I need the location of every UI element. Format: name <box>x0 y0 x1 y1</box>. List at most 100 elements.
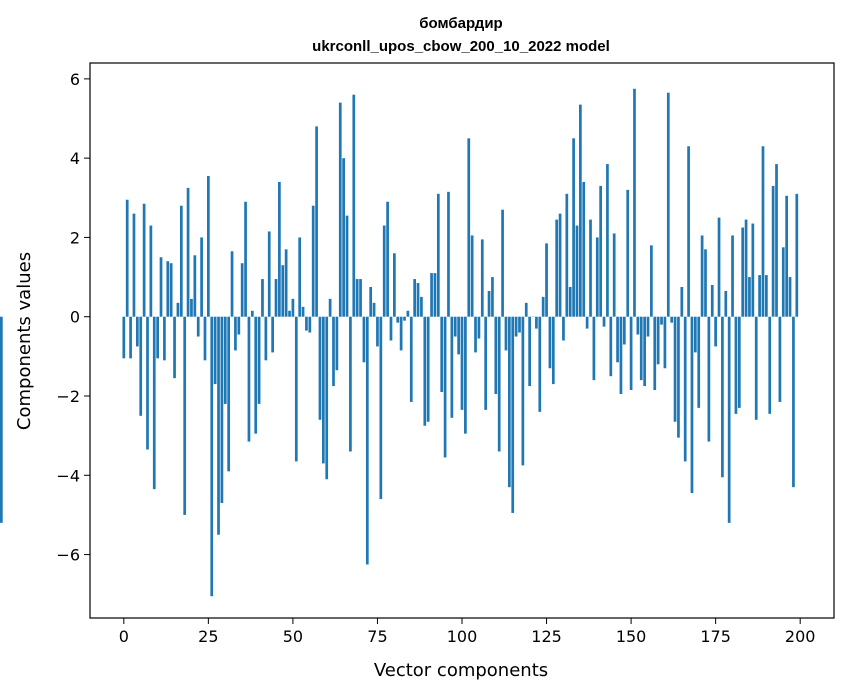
bar <box>470 235 474 317</box>
bar <box>792 316 795 488</box>
bar <box>149 225 153 317</box>
bar <box>494 316 498 395</box>
bar <box>271 316 274 353</box>
bar <box>565 193 569 317</box>
bar <box>487 290 491 317</box>
bar <box>230 251 234 317</box>
bar <box>795 193 799 317</box>
x-tick-label: 200 <box>785 627 816 646</box>
bar <box>579 104 582 317</box>
bar <box>376 316 379 347</box>
bar <box>599 185 603 317</box>
bar <box>744 219 748 317</box>
bar <box>639 316 643 381</box>
bar <box>234 316 237 351</box>
bar <box>183 316 187 515</box>
bar <box>585 316 589 329</box>
bar <box>582 181 586 317</box>
bar <box>196 316 200 337</box>
bar <box>575 225 579 317</box>
bar <box>602 316 606 327</box>
bar <box>152 316 156 490</box>
bar <box>223 316 227 404</box>
bar <box>778 316 782 402</box>
bar <box>518 316 521 333</box>
bar <box>748 277 751 317</box>
y-tick-label: −2 <box>56 387 80 406</box>
bar <box>572 138 575 317</box>
bar <box>491 277 494 317</box>
bar <box>514 316 518 337</box>
bar <box>666 92 670 317</box>
y-tick-label: −6 <box>56 546 80 565</box>
bar <box>558 213 562 317</box>
bar <box>332 316 335 387</box>
bar <box>501 209 504 317</box>
bar <box>129 316 132 359</box>
bar <box>301 306 305 317</box>
bar <box>484 316 488 410</box>
bar <box>687 146 690 317</box>
bar <box>393 253 396 317</box>
bar <box>724 290 728 317</box>
bar <box>734 316 738 414</box>
bar <box>622 316 626 345</box>
bar <box>511 316 515 513</box>
bar <box>758 275 761 317</box>
bar <box>294 316 298 462</box>
bar <box>386 201 389 317</box>
bar <box>443 316 447 458</box>
bar <box>761 146 765 317</box>
bar <box>612 233 616 317</box>
bar <box>700 235 704 317</box>
bar <box>278 181 281 317</box>
bar <box>122 316 126 359</box>
bar <box>365 316 369 565</box>
bar <box>264 316 268 361</box>
bar <box>190 298 193 317</box>
bar <box>406 310 410 317</box>
bar <box>179 205 183 317</box>
bar <box>379 316 383 500</box>
bar <box>768 316 772 414</box>
bar <box>545 243 548 317</box>
bar <box>775 164 778 317</box>
bar <box>389 316 393 341</box>
bar <box>650 245 653 317</box>
bar <box>538 316 542 412</box>
bar <box>132 213 136 317</box>
bar <box>707 316 711 442</box>
bar <box>460 316 464 410</box>
bar <box>737 316 741 408</box>
bar <box>474 316 477 353</box>
bar <box>751 223 755 317</box>
bar <box>643 316 646 387</box>
x-tick-label: 125 <box>531 627 562 646</box>
bar <box>426 316 430 422</box>
bar <box>321 316 325 464</box>
x-axis: 0 25 50 75 100 125 150 175 200 <box>119 618 816 646</box>
x-tick-label: 150 <box>616 627 647 646</box>
bar <box>555 219 559 317</box>
bar <box>409 316 413 402</box>
bar <box>176 302 180 317</box>
bar <box>207 175 210 317</box>
y-tick-label: 2 <box>70 228 80 247</box>
bar <box>362 316 366 363</box>
bar <box>220 316 224 504</box>
bar <box>606 164 609 317</box>
bar <box>690 316 694 494</box>
bar <box>464 316 467 434</box>
bar <box>213 316 217 385</box>
bar <box>781 247 785 317</box>
bar <box>288 310 291 317</box>
bar <box>633 88 636 317</box>
bar <box>349 316 352 452</box>
bar <box>660 316 663 325</box>
bar <box>680 286 684 317</box>
bar <box>210 316 214 597</box>
bar <box>166 261 170 317</box>
bar <box>619 316 623 395</box>
bar <box>125 199 129 317</box>
bar <box>430 273 433 317</box>
